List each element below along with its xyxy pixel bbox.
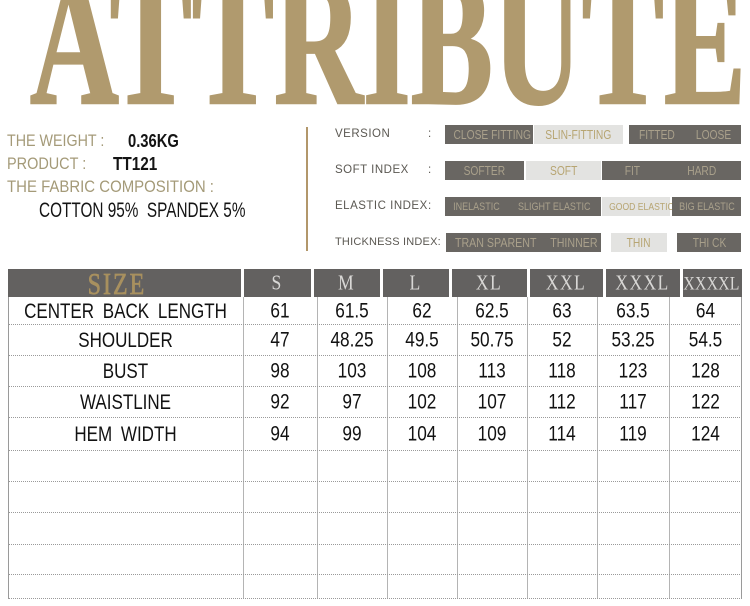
svg-text:SIZE: SIZE xyxy=(88,269,147,297)
svg-text:ATTRIBUTE: ATTRIBUTE xyxy=(30,0,746,112)
